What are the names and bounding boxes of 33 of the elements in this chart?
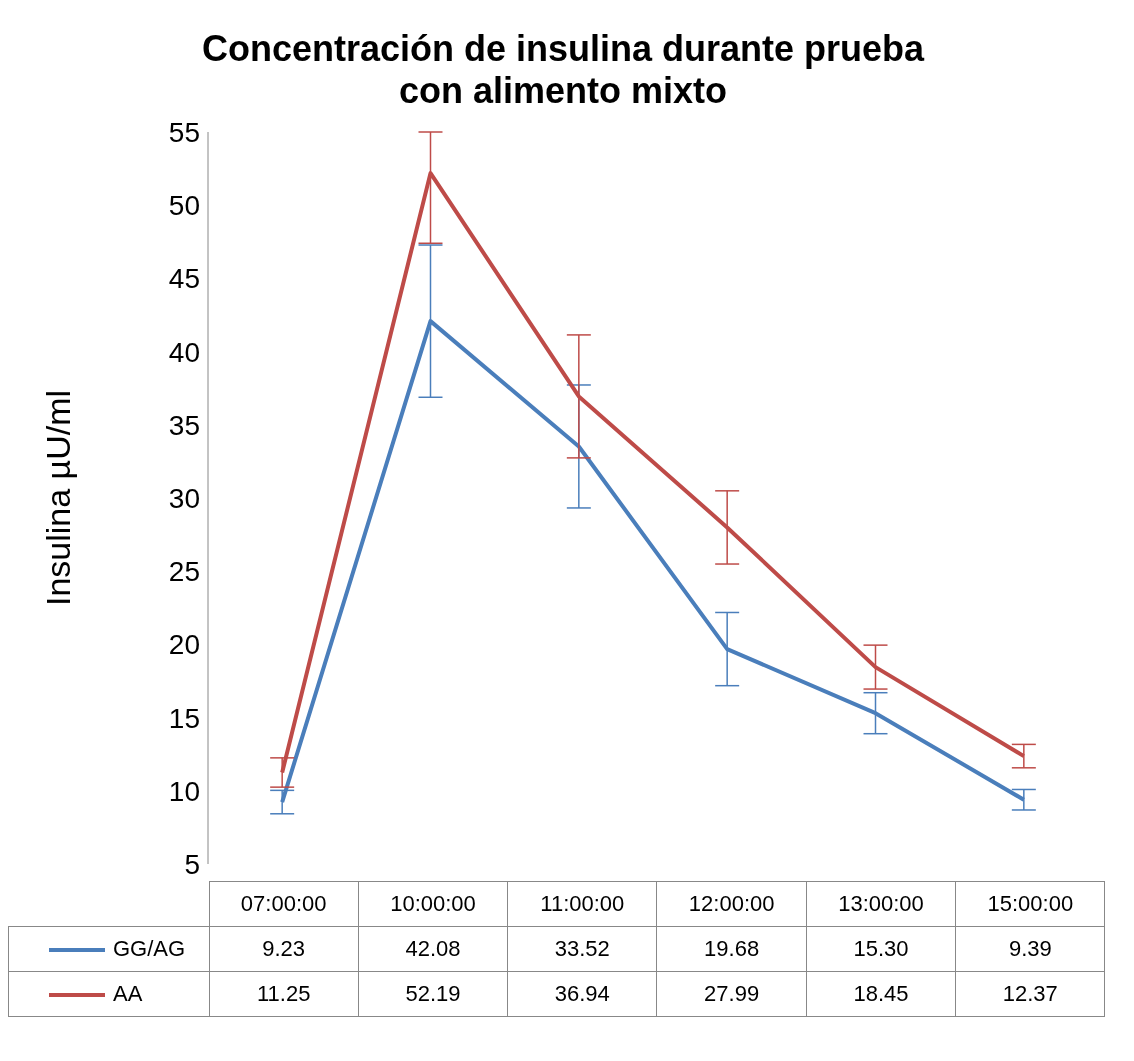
- data-label: 27.99: [656, 971, 807, 1017]
- y-tick-label: 55: [168, 116, 200, 148]
- x-tick-label: 12:00:00: [656, 881, 807, 927]
- y-tick-label: 30: [168, 482, 200, 514]
- x-tick-label: 15:00:00: [955, 881, 1105, 927]
- y-tick-label: 15: [168, 702, 200, 734]
- y-tick-label: 5: [184, 848, 200, 880]
- data-label: 9.23: [209, 926, 359, 972]
- data-label: 11.25: [209, 971, 359, 1017]
- data-label: 18.45: [806, 971, 956, 1017]
- chart-title: Concentración de insulina durante prueba con alimento mixto: [201, 28, 925, 111]
- data-label: 12.37: [955, 971, 1105, 1017]
- x-tick-label: 13:00:00: [806, 881, 956, 927]
- y-tick-label: 20: [168, 629, 200, 661]
- y-axis-title: Insulina µU/ml: [39, 389, 78, 607]
- y-tick-label: 25: [168, 556, 200, 588]
- x-tick-label: 10:00:00: [358, 881, 508, 927]
- y-tick-label: 45: [168, 263, 200, 295]
- data-label: 52.19: [358, 971, 508, 1017]
- x-tick-label: 11:00:00: [507, 881, 657, 927]
- data-label: 19.68: [656, 926, 807, 972]
- data-label: 33.52: [507, 926, 657, 972]
- legend-label: GG/AG: [113, 936, 186, 961]
- data-label: 36.94: [507, 971, 657, 1017]
- y-tick-label: 10: [168, 775, 200, 807]
- data-label: 42.08: [358, 926, 508, 972]
- x-tick-label: 07:00:00: [209, 881, 359, 927]
- y-tick-label: 50: [168, 190, 200, 222]
- y-tick-label: 35: [168, 409, 200, 441]
- data-label: 9.39: [955, 926, 1105, 972]
- legend-label: AA: [113, 981, 143, 1006]
- y-tick-label: 40: [168, 336, 200, 368]
- data-label: 15.30: [806, 926, 956, 972]
